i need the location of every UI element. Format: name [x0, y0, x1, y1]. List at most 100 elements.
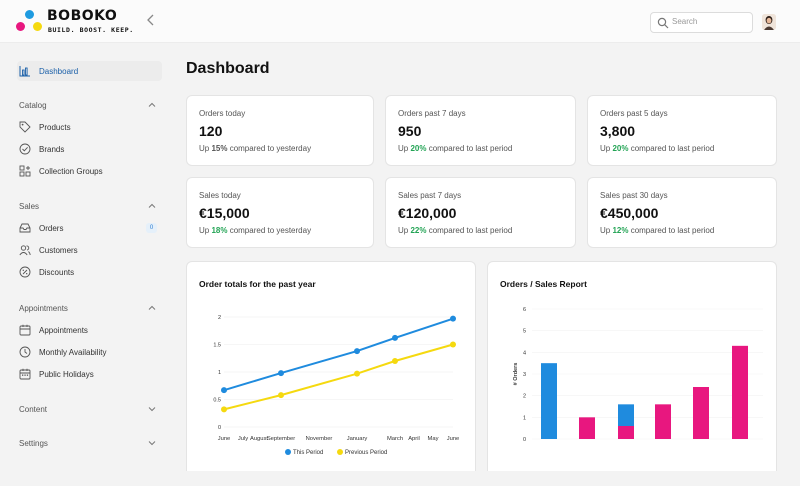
data-point — [278, 370, 284, 377]
x-tick-label: April — [408, 436, 420, 442]
user-avatar[interactable] — [762, 14, 776, 30]
chevron-up-icon — [148, 305, 156, 310]
x-tick-label: September — [267, 436, 295, 442]
stat-label: Sales past 7 days — [398, 191, 462, 200]
sidebar-group-content[interactable]: Content — [19, 402, 156, 416]
collapse-sidebar-button[interactable] — [144, 14, 158, 30]
check-circle-icon — [19, 143, 31, 155]
bar-segment-pink — [693, 387, 709, 439]
group-label: Appointments — [19, 303, 68, 313]
group-label: Catalog — [19, 100, 47, 110]
stat-label: Sales past 30 days — [600, 191, 668, 200]
calendar-days-icon — [19, 368, 31, 380]
search-icon — [657, 17, 669, 29]
data-point — [354, 348, 360, 355]
legend-swatch — [337, 449, 343, 455]
page-title: Dashboard — [186, 60, 270, 77]
sidebar-item-label: Collection Groups — [39, 166, 103, 176]
panel-title: Order totals for the past year — [199, 279, 316, 289]
y-tick-label: 0 — [523, 437, 526, 443]
y-tick-label: 2 — [218, 315, 221, 321]
stat-delta: Up 22% compared to last period — [398, 226, 512, 235]
sidebar-item-brands[interactable]: Brands — [17, 139, 162, 159]
sidebar-item-public-holidays[interactable]: Public Holidays — [17, 364, 162, 384]
stat-delta: Up 12% compared to last period — [600, 226, 714, 235]
sidebar-item-monthly-availability[interactable]: Monthly Availability — [17, 342, 162, 362]
panel-title: Orders / Sales Report — [500, 279, 587, 289]
data-point — [450, 315, 456, 322]
delta-prefix: Up — [398, 226, 411, 235]
sidebar-item-collection-groups[interactable]: Collection Groups — [17, 161, 162, 181]
sidebar: Dashboard Catalog Products Brands Collec… — [0, 43, 170, 486]
bar-segment-pink — [618, 426, 634, 439]
brand-logo[interactable]: BOBOKO BUILD. BOOST. KEEP. — [16, 8, 133, 36]
stat-card-sales-today: Sales today €15,000 Up 18% compared to y… — [186, 177, 374, 248]
search-box[interactable]: Search — [650, 12, 753, 33]
sidebar-item-customers[interactable]: Customers — [17, 240, 162, 260]
grid-plus-icon — [19, 165, 31, 177]
bar-segment-blue — [541, 363, 557, 439]
avatar-image — [762, 14, 776, 30]
stat-value: €450,000 — [600, 205, 659, 221]
sidebar-item-dashboard[interactable]: Dashboard — [17, 61, 162, 81]
stat-card-sales-7-days: Sales past 7 days €120,000 Up 22% compar… — [385, 177, 576, 248]
y-tick-label: 4 — [523, 350, 526, 356]
sidebar-item-label: Monthly Availability — [39, 347, 107, 357]
delta-change: 20% — [410, 144, 427, 153]
sidebar-item-label: Customers — [39, 245, 78, 255]
stat-delta: Up 20% compared to last period — [398, 144, 512, 153]
delta-suffix: compared to yesterday — [227, 226, 312, 235]
bar-segment-blue — [618, 404, 634, 426]
y-tick-label: 1 — [523, 415, 526, 421]
chevron-down-icon — [148, 407, 156, 412]
delta-prefix: Up — [600, 226, 613, 235]
bar-segment-pink — [655, 404, 671, 439]
x-tick-label: August — [250, 436, 268, 442]
stat-value: €15,000 — [199, 205, 250, 221]
stat-value: 950 — [398, 123, 422, 139]
stat-value: €120,000 — [398, 205, 457, 221]
top-header: BOBOKO BUILD. BOOST. KEEP. Search — [0, 0, 800, 43]
sidebar-group-catalog[interactable]: Catalog — [19, 98, 156, 112]
sidebar-item-discounts[interactable]: Discounts — [17, 262, 162, 282]
bar-segment-pink — [732, 345, 748, 439]
group-label: Sales — [19, 201, 40, 211]
stat-delta: Up 15% compared to yesterday — [199, 144, 311, 153]
sidebar-item-label: Orders — [39, 223, 64, 233]
delta-suffix: compared to last period — [628, 144, 715, 153]
stat-label: Sales today — [199, 191, 241, 200]
chevron-up-icon — [148, 203, 156, 208]
sidebar-item-appointments[interactable]: Appointments — [17, 320, 162, 340]
y-tick-label: 0 — [218, 425, 221, 431]
delta-prefix: Up — [199, 144, 212, 153]
clock-icon — [19, 346, 31, 358]
brand-tagline: BUILD. BOOST. KEEP. — [48, 26, 134, 34]
sidebar-group-appointments[interactable]: Appointments — [19, 301, 156, 315]
x-tick-label: June — [218, 436, 231, 442]
delta-prefix: Up — [600, 144, 613, 153]
y-tick-label: 2 — [523, 394, 526, 400]
search-placeholder: Search — [672, 17, 698, 26]
sidebar-group-sales[interactable]: Sales — [19, 199, 156, 213]
group-label: Settings — [19, 438, 48, 448]
stat-value: 120 — [199, 123, 223, 139]
x-tick-label: May — [428, 436, 439, 442]
bar-segment-pink — [579, 417, 595, 439]
legend-label: This Period — [293, 450, 323, 456]
data-point — [392, 334, 398, 341]
delta-change: 15% — [211, 144, 228, 153]
sidebar-item-products[interactable]: Products — [17, 117, 162, 137]
inbox-icon — [19, 223, 31, 233]
data-point — [354, 370, 360, 377]
sidebar-group-settings[interactable]: Settings — [19, 436, 156, 450]
delta-change: 22% — [410, 226, 427, 235]
bar-chart-panel: Orders / Sales Report 0 1 2 3 4 5 6 # Orders — [487, 261, 777, 471]
stat-label: Orders today — [199, 109, 246, 118]
sidebar-item-orders[interactable]: Orders 0 — [17, 218, 162, 238]
data-point — [221, 387, 227, 394]
y-tick-label: 0.5 — [213, 398, 221, 404]
y-tick-label: 1 — [218, 370, 221, 376]
stat-card-orders-7-days: Orders past 7 days 950 Up 20% compared t… — [385, 95, 576, 166]
sidebar-item-label: Appointments — [39, 325, 88, 335]
